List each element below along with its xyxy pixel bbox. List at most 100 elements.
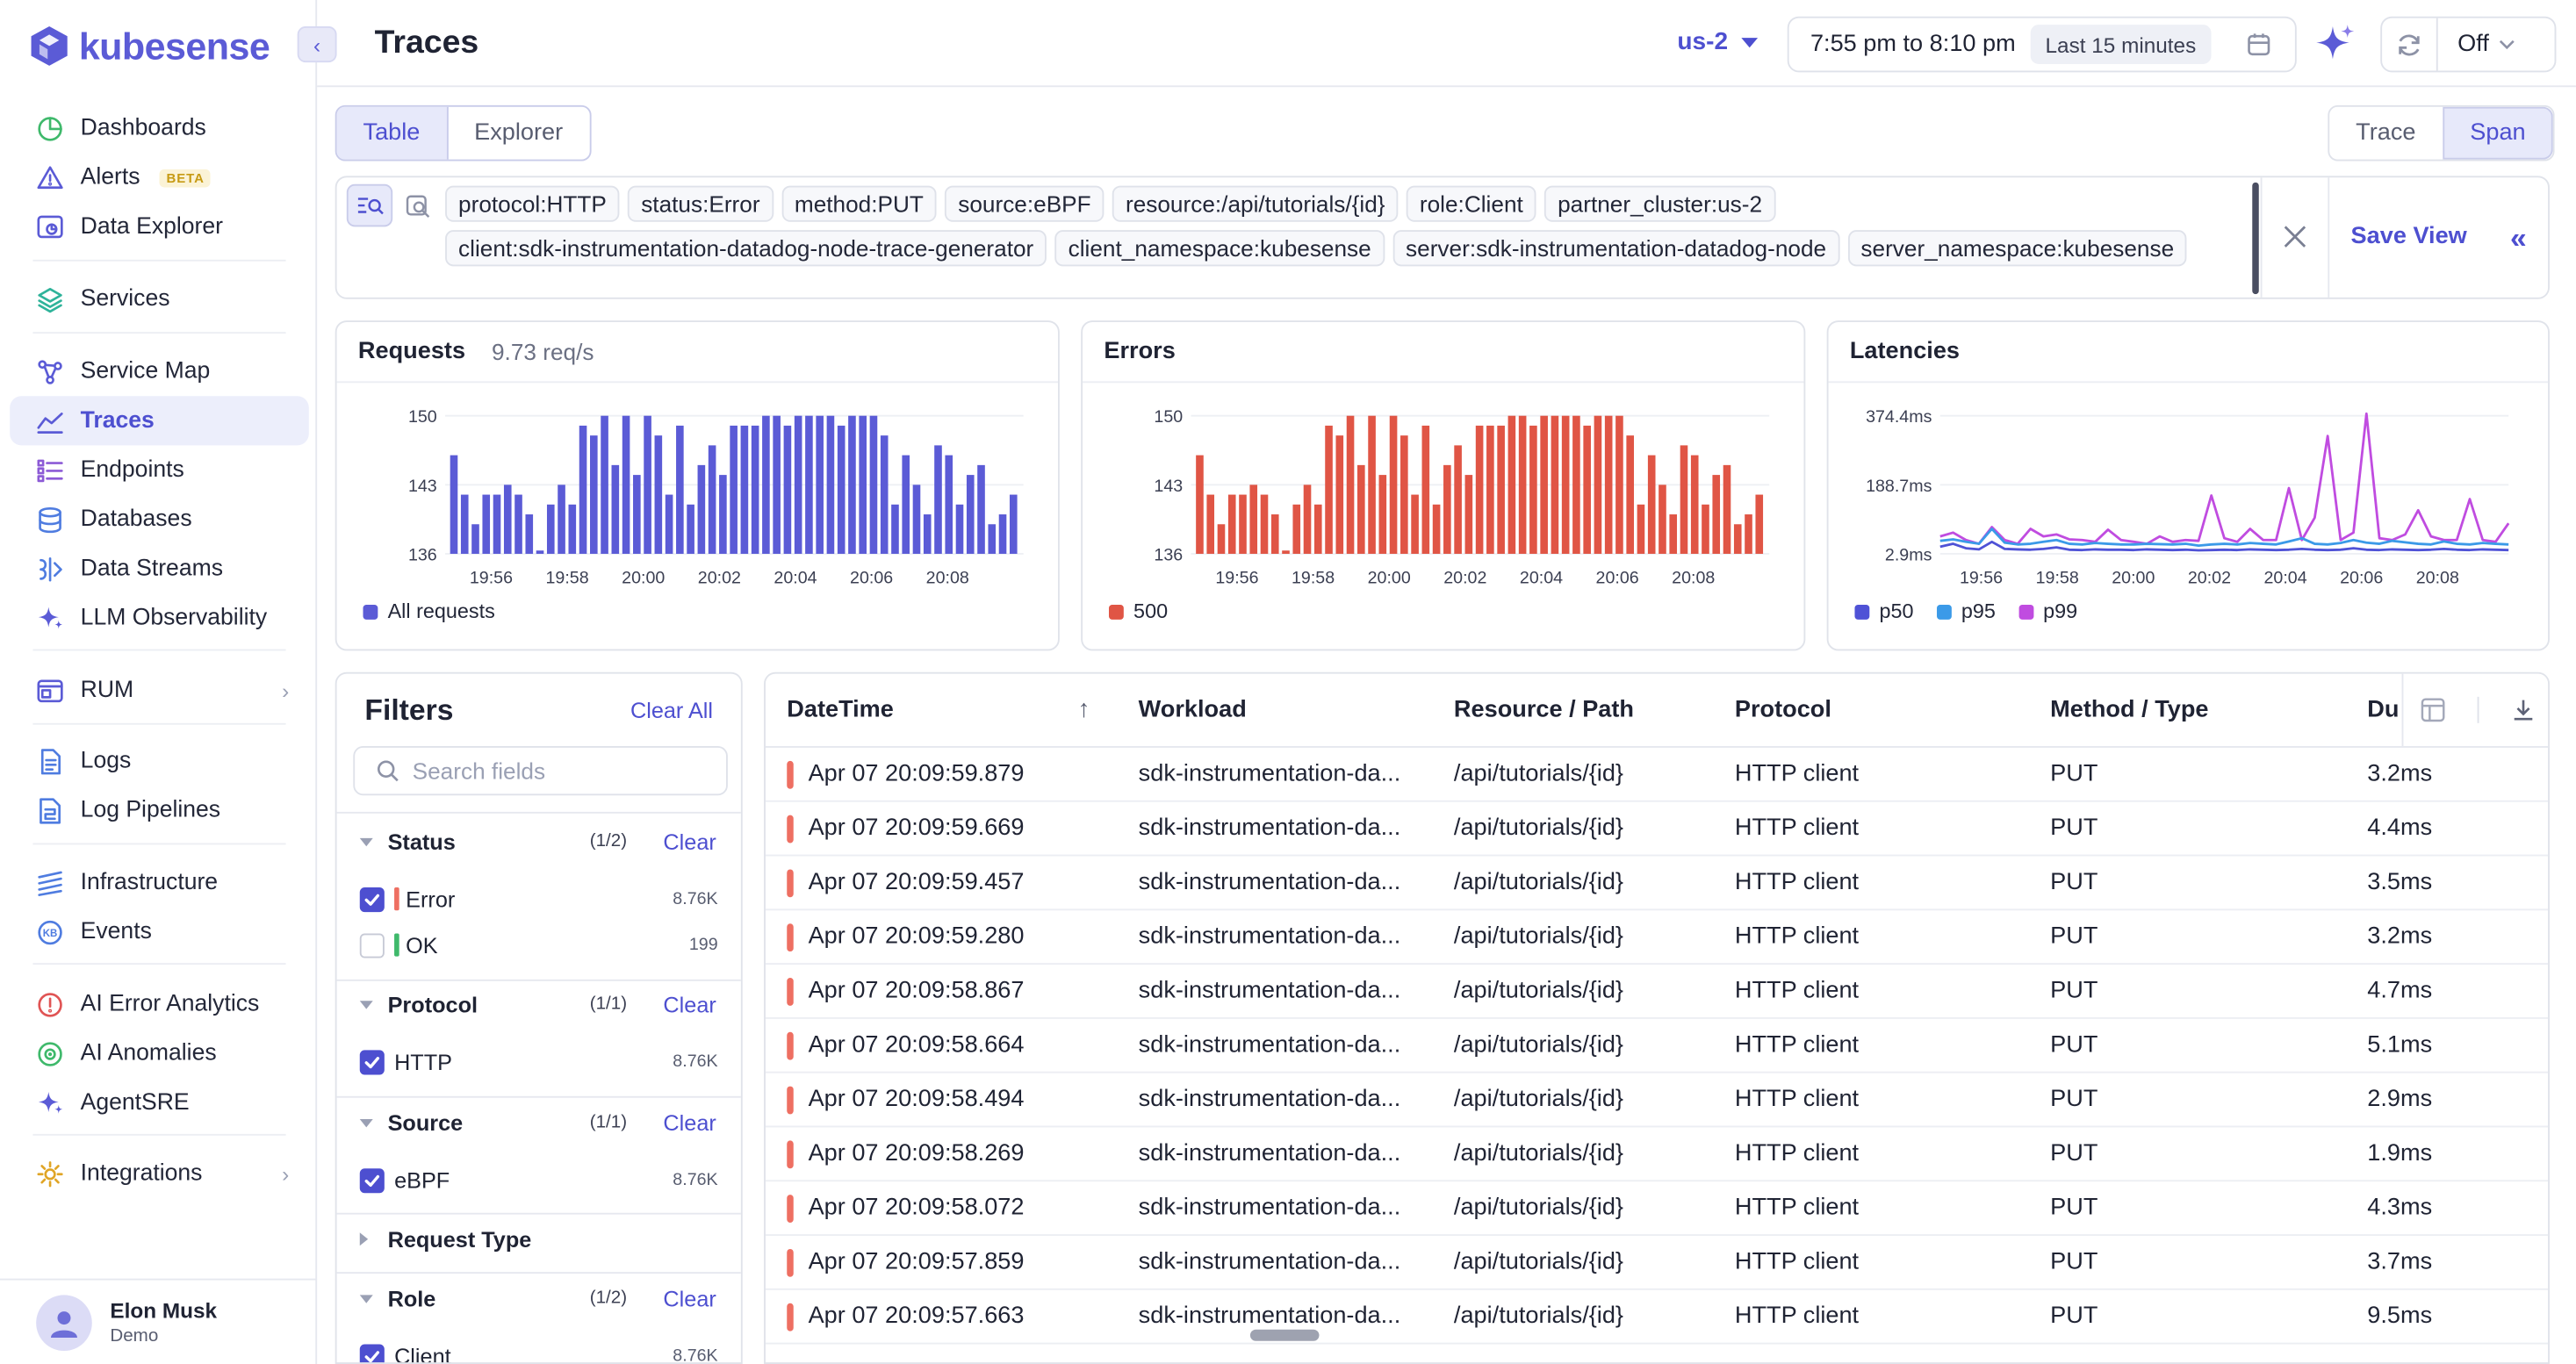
bar[interactable] — [740, 425, 749, 554]
sidebar-item-llm-observability[interactable]: LLM Observability — [10, 593, 309, 643]
clear-section-button[interactable]: Clear — [663, 991, 716, 1017]
bar[interactable] — [848, 415, 856, 554]
table-row[interactable]: Apr 07 20:09:58.494 sdk-instrumentation-d… — [765, 1073, 2549, 1128]
query-chip[interactable]: server:sdk-instrumentation-datadog-node — [1392, 230, 1840, 267]
filter-option-ok[interactable]: OK 199 — [337, 927, 741, 963]
sidebar-item-endpoints[interactable]: Endpoints — [10, 445, 309, 494]
query-scrollbar[interactable] — [2252, 182, 2259, 295]
bar[interactable] — [1540, 415, 1548, 554]
save-view-button[interactable]: Save View — [2350, 223, 2467, 250]
filter-section-source[interactable]: Source (1/1) Clear — [337, 1102, 741, 1142]
bar[interactable] — [902, 455, 910, 554]
bar[interactable] — [1637, 504, 1645, 554]
latencies-chart[interactable]: 374.4ms 188.7ms 2.9ms 19:56 19:58 20:00 20:02 2… — [1829, 383, 2551, 596]
column-header-protocol[interactable]: Protocol — [1734, 696, 1831, 723]
bar[interactable] — [1282, 550, 1290, 554]
table-row[interactable]: Apr 07 20:09:58.867 sdk-instrumentation-d… — [765, 965, 2549, 1019]
bar[interactable] — [805, 415, 813, 554]
bar[interactable] — [955, 504, 964, 554]
bar[interactable] — [869, 415, 878, 554]
sidebar-item-traces[interactable]: Traces — [10, 396, 309, 446]
bar[interactable] — [1626, 435, 1634, 554]
sidebar-item-events[interactable]: KB Events — [10, 908, 309, 957]
bar[interactable] — [622, 415, 630, 554]
bar[interactable] — [1745, 514, 1752, 554]
legend-item[interactable]: p95 — [1936, 599, 1996, 623]
bar[interactable] — [1270, 514, 1279, 554]
bar[interactable] — [826, 415, 835, 554]
legend-item[interactable]: p50 — [1854, 599, 1914, 623]
bar[interactable] — [1464, 475, 1473, 554]
checkbox-checked[interactable] — [359, 1343, 385, 1363]
double-chevron-left-icon[interactable]: « — [2510, 221, 2527, 255]
checkbox-checked[interactable] — [359, 1167, 385, 1193]
bar[interactable] — [1583, 425, 1591, 554]
bar[interactable] — [891, 504, 899, 554]
bar[interactable] — [1518, 415, 1527, 554]
bar[interactable] — [1733, 524, 1742, 554]
series-line-p95[interactable] — [1939, 528, 2509, 548]
bar[interactable] — [773, 415, 781, 554]
column-header-workload[interactable]: Workload — [1138, 696, 1247, 723]
sidebar-item-data-streams[interactable]: Data Streams — [10, 544, 309, 593]
clear-section-button[interactable]: Clear — [663, 829, 716, 854]
sidebar-item-integrations[interactable]: Integrations › — [10, 1149, 309, 1198]
bar[interactable] — [1368, 415, 1376, 554]
bar[interactable] — [1561, 415, 1570, 554]
clear-section-button[interactable]: Clear — [663, 1109, 716, 1135]
sort-ascending-icon[interactable]: ↑ — [1077, 694, 1090, 723]
bar[interactable] — [676, 425, 684, 554]
bar[interactable] — [1594, 415, 1602, 554]
filter-mode-builder-button[interactable] — [346, 183, 393, 227]
bar[interactable] — [1669, 514, 1678, 554]
bar[interactable] — [1615, 415, 1623, 554]
bar[interactable] — [493, 494, 501, 554]
table-row[interactable]: Apr 07 20:09:58.664 sdk-instrumentation-d… — [765, 1019, 2549, 1073]
bar[interactable] — [1421, 425, 1430, 554]
tab-trace[interactable]: Trace — [2356, 119, 2416, 147]
sidebar-item-agentsre[interactable]: AgentSRE — [10, 1078, 309, 1127]
bar[interactable] — [1292, 504, 1301, 554]
filter-option-client[interactable]: Client 8.76K — [337, 1338, 741, 1363]
table-row[interactable]: Apr 07 20:09:58.072 sdk-instrumentation-d… — [765, 1181, 2549, 1236]
bar[interactable] — [708, 445, 716, 554]
bar[interactable] — [1486, 425, 1494, 554]
sidebar-item-infrastructure[interactable]: Infrastructure — [10, 858, 309, 907]
download-icon[interactable] — [2509, 697, 2536, 723]
bar[interactable] — [568, 504, 577, 554]
query-chip[interactable]: role:Client — [1406, 185, 1536, 222]
bar[interactable] — [1335, 435, 1344, 554]
bar[interactable] — [1325, 425, 1333, 554]
sidebar-item-services[interactable]: Services — [10, 275, 309, 324]
quick-range-badge[interactable]: Last 15 minutes — [2030, 25, 2212, 65]
bar[interactable] — [966, 475, 975, 554]
bar[interactable] — [1755, 494, 1764, 554]
bar[interactable] — [1659, 485, 1666, 554]
bar[interactable] — [1260, 494, 1269, 554]
bar[interactable] — [977, 464, 985, 554]
time-range-picker[interactable]: 7:55 pm to 8:10 pm Last 15 minutes — [1787, 16, 2297, 73]
bar[interactable] — [1196, 455, 1204, 554]
filter-option-ebpf[interactable]: eBPF 8.76K — [337, 1162, 741, 1198]
query-chip[interactable]: protocol:HTTP — [445, 185, 620, 222]
filter-option-error[interactable]: Error 8.76K — [337, 881, 741, 917]
bar[interactable] — [1249, 485, 1258, 554]
bar[interactable] — [923, 514, 932, 554]
tab-explorer[interactable]: Explorer — [474, 119, 564, 147]
bar[interactable] — [1712, 475, 1721, 554]
bar[interactable] — [1723, 464, 1731, 554]
bar[interactable] — [859, 415, 867, 554]
query-chip[interactable]: partner_cluster:us-2 — [1544, 185, 1776, 222]
bar[interactable] — [837, 425, 845, 554]
errors-chart[interactable]: 150 143 136 19:56 19:58 20:00 20:02 20:04 20:06 2… — [1083, 383, 1807, 596]
legend-item[interactable]: 500 — [1108, 599, 1168, 623]
close-icon[interactable] — [2280, 222, 2310, 252]
sidebar-item-data-explorer[interactable]: Data Explorer — [10, 202, 309, 251]
bar[interactable] — [794, 415, 802, 554]
filter-section-status[interactable]: Status (1/2) Clear — [337, 822, 741, 861]
query-chip[interactable]: resource:/api/tutorials/{id} — [1112, 185, 1399, 222]
query-chip[interactable]: server_namespace:kubesense — [1847, 230, 2188, 267]
bar[interactable] — [1227, 494, 1236, 554]
bar[interactable] — [1432, 504, 1441, 554]
tab-span[interactable]: Span — [2442, 106, 2554, 160]
